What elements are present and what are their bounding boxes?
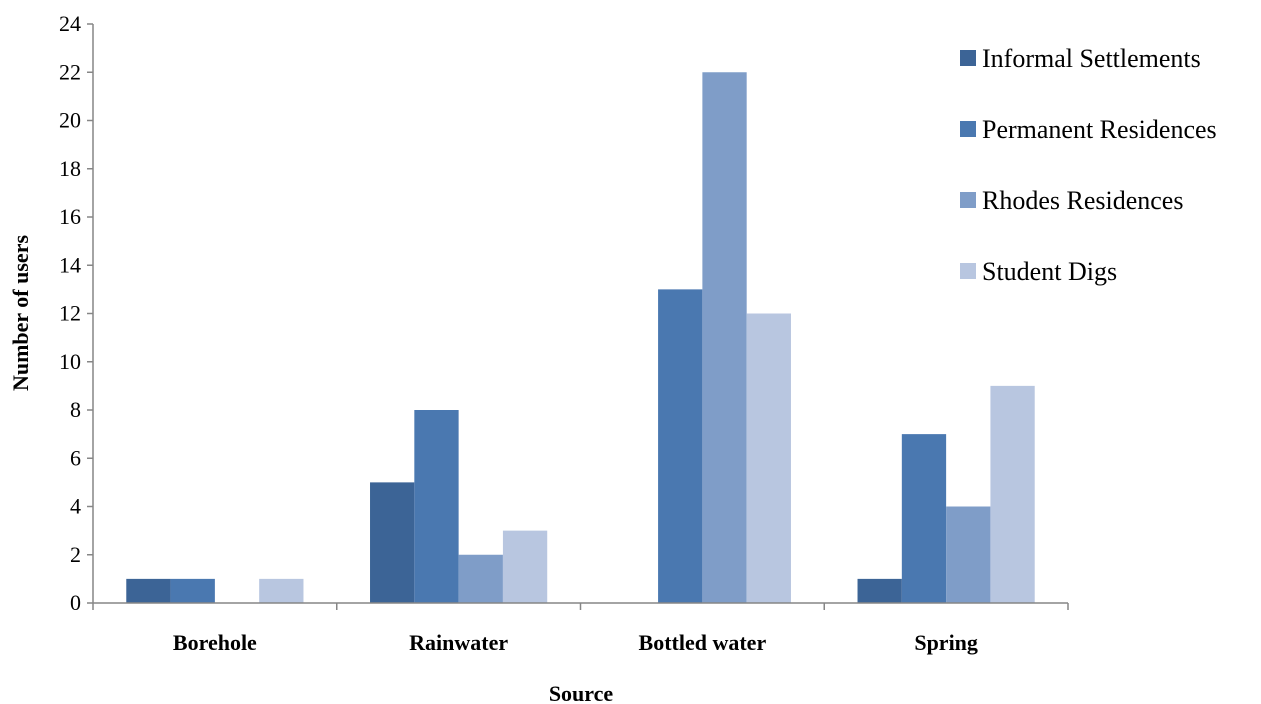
bar [259, 578, 304, 603]
y-tick-label: 20 [59, 108, 81, 133]
bar [170, 578, 215, 603]
x-axis-title: Source [549, 681, 614, 704]
x-category-label: Rainwater [409, 630, 508, 655]
bar [702, 72, 747, 603]
bar [857, 578, 902, 603]
y-tick-label: 6 [70, 445, 81, 470]
y-tick-label: 10 [59, 349, 81, 374]
bar [126, 578, 171, 603]
legend-label: Student Digs [982, 257, 1117, 286]
bar [370, 482, 415, 603]
y-tick-label: 8 [70, 397, 81, 422]
bar [746, 313, 791, 603]
legend-label: Informal Settlements [982, 44, 1201, 73]
y-axis-title: Number of users [8, 235, 33, 391]
bar [502, 530, 548, 603]
bar [458, 554, 503, 603]
bar [990, 385, 1035, 603]
y-tick-label: 24 [59, 11, 81, 36]
x-category-label: Bottled water [639, 630, 767, 655]
bar [658, 289, 703, 603]
legend-swatch [960, 50, 976, 66]
legend-label: Permanent Residences [982, 115, 1217, 144]
y-tick-label: 4 [70, 494, 81, 519]
bar [946, 506, 991, 603]
x-axis-ticks: Borehole Rainwater Bottled water Spring [92, 603, 1069, 655]
x-category-label: Spring [914, 630, 978, 655]
legend-swatch [960, 263, 976, 279]
legend: Informal Settlements Permanent Residences… [960, 44, 1217, 286]
bar [414, 410, 459, 603]
legend-swatch [960, 192, 976, 208]
legend-label: Rhodes Residences [982, 186, 1183, 215]
y-tick-label: 14 [59, 252, 81, 277]
x-category-label: Borehole [173, 630, 257, 655]
bars-group [126, 72, 1035, 603]
y-tick-label: 22 [59, 59, 81, 84]
y-tick-label: 12 [59, 301, 81, 326]
y-tick-label: 0 [70, 590, 81, 615]
bar [901, 434, 947, 603]
y-tick-label: 18 [59, 156, 81, 181]
y-tick-label: 2 [70, 542, 81, 567]
y-tick-label: 16 [59, 204, 81, 229]
legend-swatch [960, 121, 976, 137]
